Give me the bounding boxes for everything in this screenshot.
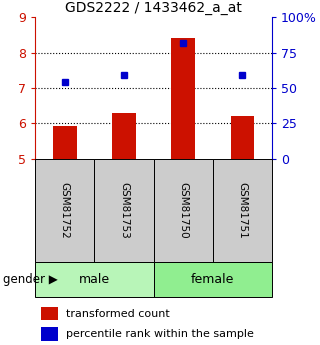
Bar: [213, 159, 272, 262]
Text: GSM81751: GSM81751: [237, 182, 247, 239]
Bar: [41, 307, 58, 320]
Text: female: female: [191, 273, 235, 286]
Text: male: male: [79, 273, 110, 286]
Bar: [230, 116, 254, 159]
Bar: [94, 159, 154, 262]
Bar: [53, 126, 77, 159]
Bar: [172, 38, 195, 159]
Text: GSM81752: GSM81752: [60, 182, 70, 239]
Bar: [112, 113, 136, 159]
Text: transformed count: transformed count: [66, 309, 170, 318]
Bar: [35, 159, 94, 262]
Bar: [35, 262, 154, 297]
Text: GSM81753: GSM81753: [119, 182, 129, 239]
Title: GDS2222 / 1433462_a_at: GDS2222 / 1433462_a_at: [65, 1, 242, 15]
Bar: [154, 262, 272, 297]
Bar: [41, 327, 58, 341]
Text: GSM81750: GSM81750: [178, 182, 188, 239]
Text: gender ▶: gender ▶: [3, 273, 58, 286]
Text: percentile rank within the sample: percentile rank within the sample: [66, 329, 254, 339]
Bar: [154, 159, 213, 262]
